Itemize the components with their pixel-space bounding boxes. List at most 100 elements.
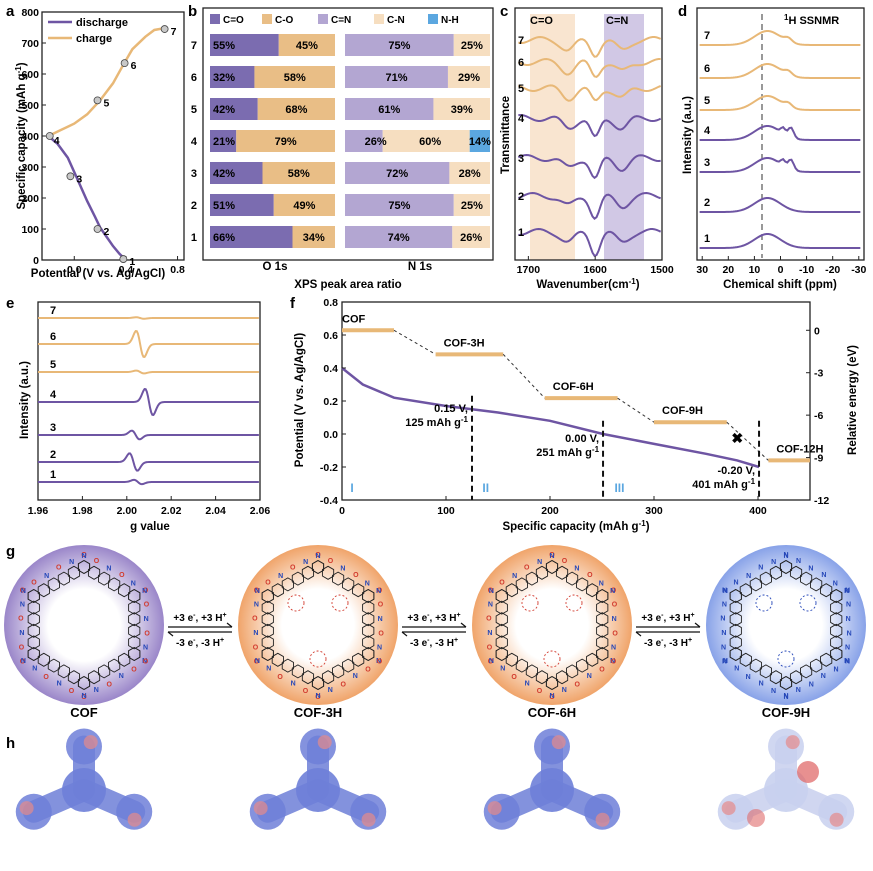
bar-c-n: [447, 66, 490, 88]
ring: [128, 612, 141, 627]
curve-label: 6: [50, 331, 56, 343]
legend-swatch-N-H: [428, 14, 438, 24]
group-label-n1s: N 1s: [408, 261, 432, 273]
legend-swatch-C-N: [374, 14, 384, 24]
legend-swatch-C-O: [262, 14, 272, 24]
atom-o: O: [20, 659, 26, 666]
atom-o: O: [353, 572, 359, 579]
atom-o: O: [612, 630, 618, 637]
spectrum-5: [517, 84, 662, 102]
highlight-circle: [543, 650, 561, 668]
atom-n: N: [771, 559, 776, 566]
ring: [332, 664, 345, 679]
atom-n: N: [315, 693, 320, 700]
atom-n: N: [21, 658, 26, 665]
ring: [596, 588, 609, 604]
atom-n: N: [44, 573, 49, 580]
band-label-co: C=O: [530, 15, 553, 27]
d-xtick-label: 20: [722, 264, 734, 276]
annotation-line1: 0.15 V,: [434, 403, 468, 415]
atom-o: O: [377, 659, 383, 666]
curve-label: 1: [50, 469, 56, 481]
atom-o: O: [20, 588, 26, 595]
series-charge: [47, 26, 165, 138]
bar-c-n: [453, 34, 490, 56]
curve-label: 4: [50, 389, 57, 401]
atom-n: N: [821, 572, 826, 579]
d-xtick-label: 0: [778, 264, 784, 276]
panel-letter-c: c: [500, 3, 508, 20]
marker-point-3: [66, 172, 75, 181]
ring: [830, 588, 843, 604]
ring: [596, 646, 609, 662]
ring: [352, 652, 365, 667]
arrow-head: [460, 622, 467, 628]
atom-n: N: [844, 588, 849, 595]
atom-n: N: [796, 558, 801, 565]
atom-n: N: [81, 553, 86, 560]
ring: [596, 600, 609, 615]
esp-lobe: [116, 793, 153, 830]
ring: [505, 652, 518, 667]
a-ytick-label: 400: [21, 131, 39, 143]
atom-n: N: [845, 588, 850, 595]
esp-negative-region: [127, 812, 142, 827]
legend-swatch-C=O: [210, 14, 220, 24]
arrow-label-bottom: -3 e-, -3 H+: [176, 637, 224, 649]
row-label: 6: [191, 72, 197, 84]
atom-o: O: [599, 666, 605, 673]
bar-label-c=n: 74%: [388, 232, 410, 244]
atom-n: N: [487, 630, 492, 637]
legend-label: N-H: [441, 15, 459, 26]
ring: [311, 559, 325, 575]
ring: [67, 670, 81, 685]
curve-label: 6: [704, 63, 710, 75]
ring: [830, 646, 843, 662]
panel-c: c C=O C=N 7 6 5 4 3 2 1 1700 1600 1500 Wavenumbe…: [500, 3, 674, 291]
curve-label: 4: [704, 125, 711, 137]
esp-lobe: [534, 728, 570, 765]
label-cof-3h: COF-3H: [294, 705, 342, 720]
atom-n: N: [845, 659, 850, 666]
highlight-circle: [331, 594, 349, 612]
esp-negative-region: [361, 812, 376, 827]
ring: [729, 588, 742, 604]
ring: [729, 635, 742, 650]
nmr-6: [699, 63, 861, 79]
row-label: 7: [191, 40, 197, 52]
atom-o: O: [328, 558, 334, 565]
curve-label: 5: [704, 95, 710, 107]
atom-n: N: [734, 666, 739, 673]
atom-o: O: [143, 659, 149, 666]
row-label: 3: [191, 168, 197, 180]
panel-d-xlabel: Chemical shift (ppm): [723, 279, 837, 291]
curve-label: 6: [518, 57, 524, 69]
bar-label-c=o: 32%: [213, 72, 235, 84]
atom-n: N: [525, 680, 530, 687]
atom-n: N: [19, 630, 24, 637]
ring: [301, 670, 315, 685]
atom-n: N: [771, 688, 776, 695]
legend-label: C-O: [275, 15, 294, 26]
panel-a-ylabel: Specific capacity (mAh g-1): [14, 62, 28, 209]
curve-label: 3: [50, 422, 56, 434]
atom-n: N: [721, 630, 726, 637]
epr-6: [38, 330, 259, 358]
ring: [566, 571, 579, 586]
atom-n: N: [783, 553, 788, 560]
panel-f-ylabel-right: Relative energy (eV): [847, 345, 859, 455]
ring: [352, 583, 365, 598]
esp-core: [62, 768, 106, 812]
atom-n: N: [353, 673, 358, 680]
atom-n: N: [611, 644, 616, 651]
a-ytick-label: 100: [21, 224, 39, 236]
ring: [118, 583, 131, 598]
f-ytick-right-label: 0: [814, 325, 820, 337]
f-ytick-label: -0.2: [320, 462, 338, 474]
ring: [128, 646, 141, 662]
annotation-line2: 251 mAh g-1: [536, 445, 599, 459]
a-xtick-label: 0.0: [67, 264, 82, 276]
ring: [261, 600, 274, 615]
e-xtick-label: 2.00: [117, 505, 138, 517]
